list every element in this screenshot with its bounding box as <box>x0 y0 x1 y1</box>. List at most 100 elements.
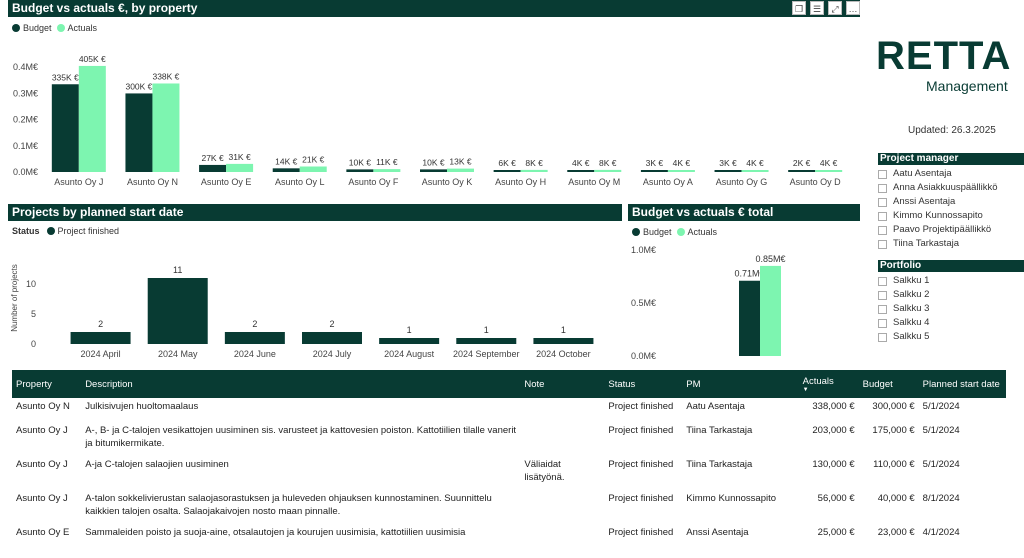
portfolio-item-label: Salkku 4 <box>893 317 930 328</box>
portfolio-item-label: Salkku 1 <box>893 275 930 286</box>
bar-project-count <box>224 332 285 344</box>
checkbox[interactable] <box>878 183 887 193</box>
table-cell: Tiina Tarkastaja <box>686 425 753 436</box>
data-label: 3K € <box>719 158 737 168</box>
bar-actuals <box>815 170 843 172</box>
portfolio-item[interactable]: Salkku 1 <box>878 274 1024 288</box>
category-label: Asunto Oy M <box>568 177 620 187</box>
data-label: 3K € <box>646 158 664 168</box>
project-manager-item[interactable]: Aatu Asentaja <box>878 167 1024 181</box>
category-label: Asunto Oy F <box>348 177 399 187</box>
table-cell: Project finished <box>608 401 674 412</box>
bar-actuals <box>373 169 401 172</box>
total-chart-title: Budget vs actuals € total <box>628 204 860 221</box>
category-label: Asunto Oy J <box>54 177 103 187</box>
project-manager-item[interactable]: Tiina Tarkastaja <box>878 237 1024 251</box>
table-cell: Asunto Oy J <box>16 459 68 470</box>
data-label: 1 <box>407 325 412 335</box>
checkbox[interactable] <box>878 318 887 328</box>
sort-down-icon[interactable]: ▼ <box>802 386 809 393</box>
bar-actuals <box>667 170 695 172</box>
column-header[interactable]: Actuals ▼ <box>798 370 859 398</box>
project-manager-item[interactable]: Anssi Asentaja <box>878 195 1024 209</box>
expand-icon[interactable]: ⤢ <box>828 1 842 15</box>
bar-actuals <box>520 169 548 172</box>
data-label: 31K € <box>228 152 250 162</box>
checkbox[interactable] <box>878 239 887 249</box>
column-header[interactable]: Planned start date <box>918 370 1006 398</box>
category-label: Asunto Oy K <box>422 177 473 187</box>
budget-legend-label: Budget <box>23 23 52 33</box>
checkbox[interactable] <box>878 276 887 286</box>
y-tick-label: 0.1M€ <box>13 141 38 151</box>
table-row[interactable]: Asunto Oy N Julkisivujen huoltomaalaus Pro… <box>12 398 1006 422</box>
project-manager-item-label: Anssi Asentaja <box>893 196 956 207</box>
checkbox[interactable] <box>878 169 887 179</box>
project-manager-slicer: Project manager Aatu Asentaja Anna Asiakk… <box>878 153 1024 251</box>
checkbox[interactable] <box>878 304 887 314</box>
bar-total-budget <box>739 280 760 356</box>
table-row[interactable]: Asunto Oy J A-, B- ja C-talojen vesikatto… <box>12 422 1006 456</box>
project-manager-item-label: Paavo Projektipäällikkö <box>893 224 992 235</box>
project-manager-item[interactable]: Anna Asiakkuuspäällikkö <box>878 181 1024 195</box>
table-cell: 4/1/2024 <box>922 527 960 538</box>
column-header[interactable]: Status <box>604 370 683 398</box>
column-header[interactable]: Note <box>520 370 605 398</box>
checkbox[interactable] <box>878 332 887 342</box>
table-cell: 203,000 € <box>812 425 855 436</box>
table-cell: A-, B- ja C-talojen vesikattojen uusimin… <box>85 425 517 449</box>
total-actuals-dot <box>676 228 685 236</box>
table-cell: Project finished <box>608 459 674 470</box>
projects-chart-title: Projects by planned start date <box>8 204 622 221</box>
portfolio-item[interactable]: Salkku 4 <box>878 316 1024 330</box>
total-budget-dot <box>632 228 640 236</box>
table-cell: Asunto Oy J <box>16 425 68 436</box>
portfolio-item[interactable]: Salkku 3 <box>878 302 1024 316</box>
bar-project-count <box>147 278 208 344</box>
bar-budget <box>51 84 79 172</box>
y-tick-label: 10 <box>26 279 36 289</box>
data-label: 4K € <box>572 158 590 168</box>
budget-chart-title: Budget vs actuals €, by property <box>8 0 860 17</box>
more-icon[interactable]: … <box>846 1 860 15</box>
portfolio-item[interactable]: Salkku 2 <box>878 288 1024 302</box>
finished-legend-dot <box>46 227 55 235</box>
project-manager-item-label: Tiina Tarkastaja <box>893 238 960 249</box>
project-manager-item[interactable]: Kimmo Kunnossapito <box>878 209 1024 223</box>
y-tick-label: 1.0M€ <box>631 245 656 255</box>
filter-icon[interactable]: ☰ <box>810 1 824 15</box>
category-label: Asunto Oy G <box>716 177 768 187</box>
table-cell: A-ja C-talojen salaojien uusiminen <box>85 459 229 470</box>
bar-actuals <box>447 168 474 172</box>
column-header[interactable]: PM <box>682 370 799 398</box>
table-cell: 175,000 € <box>872 425 915 436</box>
budget-by-property-chart: 0.4M€ 0.3M€ 0.2M€ 0.1M€ 0.0M€ 335K €405K € Asu… <box>13 54 843 187</box>
project-manager-item-label: Anna Asiakkuuspäällikkö <box>893 182 998 193</box>
bar-project-count <box>70 332 131 344</box>
column-header[interactable]: Property <box>12 370 82 398</box>
data-label: 11K € <box>376 157 398 167</box>
project-manager-item[interactable]: Paavo Projektipäällikkö <box>878 223 1024 237</box>
table-row[interactable]: Asunto Oy J A-ja C-talojen salaojien uusi… <box>12 456 1006 490</box>
checkbox[interactable] <box>878 225 887 235</box>
finished-legend-label: Project finished <box>57 226 120 236</box>
checkbox[interactable] <box>878 211 887 221</box>
bar-actuals <box>594 169 622 172</box>
copy-icon[interactable]: ❐ <box>792 1 806 15</box>
table-row[interactable]: Asunto Oy E Sammaleiden poisto ja suoja-a… <box>12 524 1006 558</box>
portfolio-item[interactable]: Salkku 5 <box>878 330 1024 344</box>
checkbox[interactable] <box>878 290 887 300</box>
y-tick-label: 0.5M€ <box>631 298 656 308</box>
category-label: 2024 October <box>536 349 591 359</box>
budget-chart-legend: Budget Actuals <box>12 23 97 33</box>
column-header[interactable]: Description <box>81 370 521 398</box>
portfolio-item-label: Salkku 3 <box>893 303 930 314</box>
table-cell: 25,000 € <box>817 527 855 538</box>
table-cell: Aatu Asentaja <box>686 401 745 412</box>
checkbox[interactable] <box>878 197 887 207</box>
data-label: 4K € <box>820 158 838 168</box>
column-header[interactable]: Budget <box>858 370 919 398</box>
updated-text: Updated: 26.3.2025 <box>908 125 996 136</box>
table-row[interactable]: Asunto Oy J A-talon sokkelivierustan sala… <box>12 490 1006 524</box>
table-cell <box>520 398 604 422</box>
